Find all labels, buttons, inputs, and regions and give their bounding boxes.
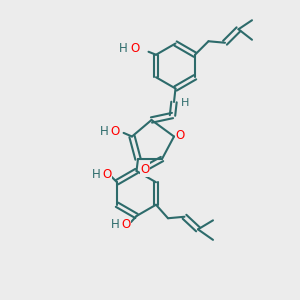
Text: O: O — [140, 163, 149, 176]
Text: O: O — [122, 218, 130, 231]
Text: O: O — [176, 128, 184, 142]
Text: O: O — [111, 124, 120, 138]
Text: H: H — [111, 218, 120, 231]
Text: O: O — [102, 168, 111, 181]
Text: H: H — [181, 98, 190, 109]
Text: H: H — [100, 124, 109, 138]
Text: O: O — [130, 42, 140, 55]
Text: H: H — [92, 168, 100, 181]
Text: H: H — [118, 42, 127, 55]
